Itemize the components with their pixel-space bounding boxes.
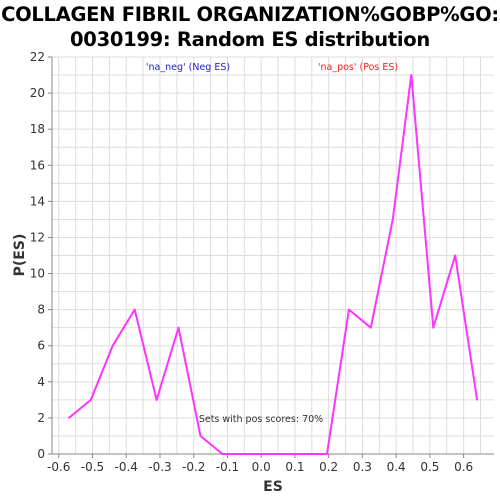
x-tick-label: -0.4 [115, 460, 138, 474]
y-tick-label: 14 [30, 194, 45, 208]
y-tick-label: 12 [30, 230, 45, 244]
series-point [326, 453, 328, 455]
x-tick-label: 0.4 [387, 460, 406, 474]
series-point [348, 308, 350, 311]
y-axis-title: P(ES) [12, 234, 28, 277]
series-layer [68, 74, 479, 455]
x-tick-label: 0.0 [252, 460, 271, 474]
y-tick-label: 8 [37, 303, 45, 317]
x-tick-label: 0.1 [285, 460, 304, 474]
y-tick-label: 18 [30, 122, 45, 136]
series-point [265, 453, 268, 455]
x-tick-label: -0.6 [47, 460, 70, 474]
series-point [432, 326, 435, 329]
y-tick-label: 6 [37, 339, 45, 353]
x-tick-label: 0.5 [420, 460, 439, 474]
series-point [391, 218, 394, 221]
series-point [155, 399, 158, 401]
series-point [111, 344, 114, 347]
x-tick-label: 0.2 [319, 460, 338, 474]
y-tick-label: 4 [37, 375, 45, 389]
axis-layer: -0.6 -0.5 -0.4 -0.3 -0.2 -0.1 0.0 0.1 0.2 0.3 0.4 0… [30, 50, 494, 474]
series-point [410, 74, 413, 76]
series-point [476, 399, 478, 401]
series-point [177, 326, 180, 329]
series-point [309, 453, 311, 455]
y-tick-label: 0 [37, 447, 45, 461]
chart-title-line-2: 0030199: Random ES distribution [70, 28, 430, 51]
x-tick-label: -0.2 [182, 460, 205, 474]
x-axis-title: ES [263, 479, 283, 495]
y-tick-label: 22 [30, 50, 45, 64]
neg-es-label: 'na_neg' (Neg ES) [146, 62, 230, 73]
series-line [68, 74, 479, 455]
x-tick-label: -0.5 [81, 460, 104, 474]
y-tick-label: 10 [30, 267, 45, 281]
series-point [199, 435, 202, 437]
series-point [370, 326, 372, 329]
y-tick-label: 20 [30, 86, 45, 100]
y-tick-label: 2 [37, 411, 45, 425]
pos-es-label: 'na_pos' (Pos ES) [318, 62, 398, 73]
series-point [133, 308, 136, 311]
chart-title-line-1: COLLAGEN FIBRIL ORGANIZATION%GOBP%GO: [1, 3, 499, 26]
x-tick-label: 0.3 [353, 460, 372, 474]
series-point [221, 453, 224, 455]
chart-title: COLLAGEN FIBRIL ORGANIZATION%GOBP%GO: 00… [0, 2, 500, 52]
pos-scores-annotation: Sets with pos scores: 70% [199, 414, 323, 425]
y-tick-label: 16 [30, 158, 45, 172]
x-tick-label: -0.1 [216, 460, 239, 474]
series-point [68, 417, 70, 419]
series-point [90, 399, 92, 401]
series-point [243, 453, 246, 455]
x-tick-label: -0.3 [148, 460, 171, 474]
x-tick-label: 0.6 [454, 460, 473, 474]
series-point [287, 453, 289, 455]
series-point [454, 254, 456, 257]
grid-layer [52, 56, 494, 455]
